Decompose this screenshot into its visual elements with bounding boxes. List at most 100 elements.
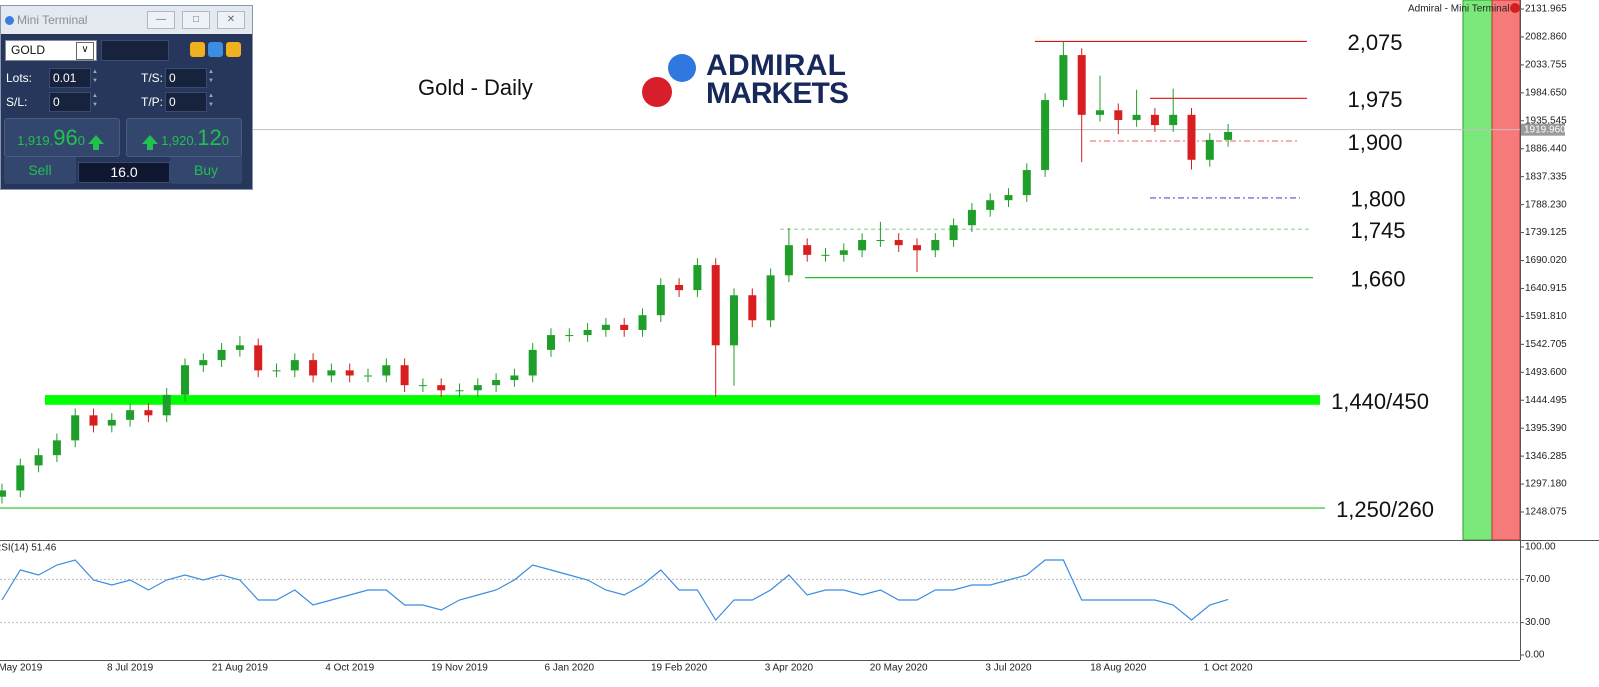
- field-value: 0: [169, 95, 176, 109]
- x-tick-label: 19 Nov 2019: [431, 663, 488, 674]
- y-tick-label: 2082.860: [1525, 32, 1567, 43]
- candle-body: [144, 410, 153, 416]
- candle-body: [876, 240, 885, 242]
- level-label: 2,075: [1347, 30, 1402, 55]
- indicator-tick-label: 30.00: [1525, 617, 1550, 628]
- candle-body: [821, 254, 830, 256]
- candle-body: [382, 365, 391, 376]
- candle-body: [71, 415, 80, 441]
- x-tick-label: 8 Jul 2019: [107, 663, 154, 674]
- field-value: 0: [169, 71, 176, 85]
- spinner[interactable]: ▲ ▼: [92, 93, 98, 108]
- candle-body: [547, 335, 555, 350]
- logo-text: ADMIRAL: [706, 49, 846, 82]
- candle-body: [1077, 55, 1086, 115]
- candle-body: [16, 465, 25, 491]
- volume-input[interactable]: 16.0: [78, 162, 170, 183]
- y-tick-label: 1984.650: [1525, 87, 1567, 98]
- x-tick-label: 19 Feb 2020: [651, 663, 708, 674]
- ask-price[interactable]: 1,920.120: [126, 118, 242, 157]
- x-tick-label: 1 Oct 2020: [1204, 663, 1253, 674]
- indicator-tick-label: 70.00: [1525, 574, 1550, 585]
- symbol-box: [101, 40, 169, 61]
- y-tick-label: 1444.495: [1525, 395, 1567, 406]
- y-tick-label: 1395.390: [1525, 423, 1567, 434]
- bid-price[interactable]: 1,919.960: [4, 118, 120, 157]
- candle-body: [1004, 195, 1013, 201]
- candle-body: [400, 365, 409, 386]
- symbol-select[interactable]: GOLD ∨: [5, 40, 97, 61]
- candle-body: [620, 324, 629, 330]
- y-tick-label: 1788.230: [1525, 199, 1567, 210]
- field-label: T/P:: [141, 95, 164, 109]
- candle-body: [693, 265, 702, 291]
- logo-dot: [668, 54, 696, 82]
- y-tick-label: 1640.915: [1525, 283, 1567, 294]
- buy-button[interactable]: Buy: [170, 157, 242, 184]
- price-part: 0: [77, 133, 85, 148]
- candle-body: [272, 370, 281, 372]
- candle-body: [235, 345, 244, 350]
- candle-body: [803, 245, 812, 255]
- price-part: 1,919.: [17, 133, 54, 148]
- symbol: GOLD: [11, 43, 46, 57]
- x-tick-label: 3 Jul 2020: [985, 663, 1032, 674]
- y-tick-label: 1935.545: [1525, 115, 1567, 126]
- candle-body: [528, 349, 537, 376]
- logo-text: MARKETS: [706, 77, 849, 110]
- candle-body: [1132, 114, 1141, 120]
- candle-body: [1114, 110, 1123, 120]
- y-tick-label: 2131.965: [1525, 4, 1567, 15]
- x-tick-label: May 2019: [0, 663, 43, 674]
- candle-body: [1187, 114, 1196, 160]
- candle-body: [748, 295, 757, 321]
- spinner[interactable]: ▲ ▼: [92, 69, 98, 84]
- icon-button[interactable]: [226, 42, 241, 57]
- candle-body: [711, 265, 720, 346]
- field-value: 0: [53, 95, 60, 109]
- level-label: 1,250/260: [1336, 497, 1434, 522]
- candle-body: [364, 375, 372, 377]
- lots-input[interactable]: 0.01: [49, 68, 91, 88]
- sell-button[interactable]: Sell: [4, 157, 76, 184]
- y-tick-label: 1886.440: [1525, 143, 1567, 154]
- candle-body: [565, 335, 574, 337]
- field-label: Lots:: [6, 71, 33, 85]
- y-tick-label: 2033.755: [1525, 60, 1567, 71]
- close-button[interactable]: ✕: [217, 11, 245, 29]
- window-title: Mini Terminal: [17, 13, 88, 27]
- button-label: Sell: [28, 162, 52, 178]
- x-tick-label: 21 Aug 2019: [212, 663, 269, 674]
- ts-input[interactable]: 0: [165, 68, 207, 88]
- price-part: 96: [53, 125, 78, 150]
- sl-input[interactable]: 0: [49, 92, 91, 112]
- level-label: 1,440/450: [1331, 389, 1429, 414]
- candle-body: [583, 329, 592, 336]
- candle-body: [126, 410, 135, 420]
- current-price-label: 1919.960: [1524, 124, 1566, 135]
- maximize-button[interactable]: □: [182, 11, 210, 29]
- candle-body: [656, 284, 665, 316]
- candle-body: [638, 315, 647, 330]
- minimize-button[interactable]: —: [147, 11, 175, 29]
- icon-button[interactable]: [208, 42, 223, 57]
- candle-body: [437, 385, 446, 391]
- candle-body: [34, 455, 43, 466]
- price-part: 12: [197, 125, 222, 150]
- indicator-tick-label: 0.00: [1525, 650, 1545, 661]
- candle-body: [1022, 170, 1031, 196]
- candle-body: [473, 385, 482, 391]
- candle-body: [1224, 131, 1233, 140]
- candle-body: [1059, 55, 1068, 101]
- candle-body: [949, 225, 958, 241]
- candle-body: [601, 324, 610, 330]
- field-label: T/S:: [141, 71, 164, 85]
- tp-input[interactable]: 0: [165, 92, 207, 112]
- spinner[interactable]: ▲ ▼: [208, 93, 214, 108]
- x-tick-label: 20 May 2020: [870, 663, 928, 674]
- spinner[interactable]: ▲ ▼: [208, 69, 214, 84]
- icon-button[interactable]: [190, 42, 205, 57]
- level-label: 1,745: [1350, 218, 1405, 243]
- x-tick-label: 4 Oct 2019: [325, 663, 374, 674]
- candle-body: [455, 390, 464, 392]
